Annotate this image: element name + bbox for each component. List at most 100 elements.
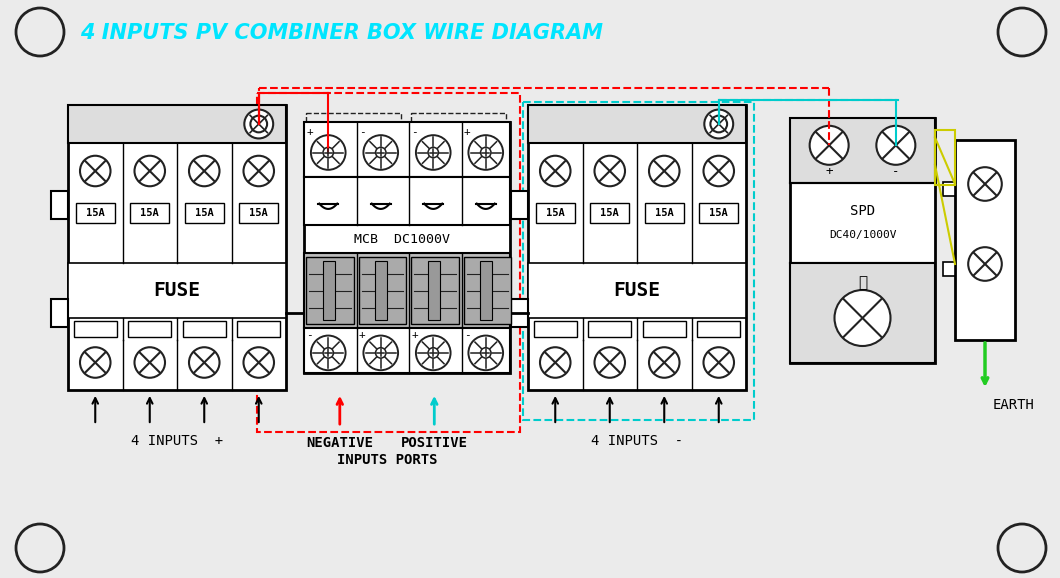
Circle shape (540, 347, 570, 378)
Circle shape (323, 348, 334, 358)
Bar (68, 263, 286, 318)
Text: DC40/1000V: DC40/1000V (829, 230, 897, 240)
Text: +: + (464, 127, 471, 137)
Circle shape (189, 155, 219, 186)
Bar (935, 130, 955, 185)
Circle shape (311, 135, 346, 170)
Text: 15A: 15A (655, 208, 673, 218)
Bar (130, 203, 170, 223)
Bar (375, 261, 387, 320)
Circle shape (968, 167, 1002, 201)
Text: 15A: 15A (195, 208, 214, 218)
Bar (51, 299, 68, 327)
Bar (75, 203, 114, 223)
Bar (511, 299, 528, 327)
Text: -: - (464, 330, 471, 340)
Circle shape (649, 155, 679, 186)
Bar (700, 203, 739, 223)
Bar (306, 113, 401, 198)
Bar (304, 328, 510, 373)
Circle shape (416, 135, 450, 170)
Circle shape (244, 155, 273, 186)
Text: -: - (893, 165, 900, 178)
Bar (463, 257, 511, 324)
Circle shape (480, 147, 491, 158)
Text: POSITIVE: POSITIVE (401, 436, 467, 450)
Bar (697, 321, 740, 337)
Bar (511, 191, 528, 218)
Text: 15A: 15A (709, 208, 728, 218)
Bar (74, 321, 117, 337)
Bar (528, 105, 746, 143)
Bar (588, 321, 631, 337)
Circle shape (595, 347, 625, 378)
Circle shape (244, 347, 273, 378)
Circle shape (480, 348, 491, 358)
Bar (943, 182, 955, 196)
Bar (183, 321, 226, 337)
Circle shape (810, 126, 849, 165)
Circle shape (323, 147, 334, 158)
Circle shape (469, 135, 503, 170)
Bar (427, 261, 440, 320)
Circle shape (704, 155, 734, 186)
Circle shape (469, 336, 503, 370)
Bar (237, 321, 280, 337)
Circle shape (80, 347, 110, 378)
Circle shape (704, 110, 734, 139)
Circle shape (375, 348, 386, 358)
Circle shape (311, 336, 346, 370)
Bar (790, 118, 935, 363)
Circle shape (595, 155, 625, 186)
Bar (304, 177, 510, 225)
Circle shape (649, 347, 679, 378)
Circle shape (135, 347, 165, 378)
Circle shape (189, 347, 219, 378)
Text: EARTH: EARTH (993, 398, 1035, 412)
Circle shape (540, 155, 570, 186)
Text: 4 INPUTS PV COMBINER BOX WIRE DIAGRAM: 4 INPUTS PV COMBINER BOX WIRE DIAGRAM (80, 23, 603, 43)
Circle shape (364, 135, 399, 170)
Text: 15A: 15A (546, 208, 565, 218)
Text: -: - (359, 127, 366, 137)
Bar (480, 261, 492, 320)
Circle shape (704, 347, 734, 378)
Bar (535, 203, 575, 223)
Circle shape (375, 147, 386, 158)
Text: 15A: 15A (249, 208, 268, 218)
Bar (306, 257, 353, 324)
Bar (943, 262, 955, 276)
Text: INPUTS PORTS: INPUTS PORTS (337, 453, 438, 467)
Bar (528, 105, 746, 390)
Bar (643, 321, 686, 337)
Bar (240, 203, 279, 223)
Circle shape (877, 126, 916, 165)
Bar (411, 113, 506, 198)
Circle shape (416, 336, 450, 370)
Bar (644, 203, 684, 223)
Bar (590, 203, 630, 223)
Circle shape (364, 336, 399, 370)
Bar (68, 105, 286, 143)
Text: FUSE: FUSE (614, 281, 660, 300)
Bar (51, 191, 68, 218)
Text: NEGATIVE: NEGATIVE (306, 436, 373, 450)
Text: 4 INPUTS  +: 4 INPUTS + (131, 434, 223, 448)
Circle shape (80, 155, 110, 186)
Bar (257, 93, 520, 432)
Bar (523, 102, 754, 420)
Bar (68, 105, 286, 390)
Text: 15A: 15A (86, 208, 105, 218)
Bar (790, 118, 935, 183)
Circle shape (428, 348, 439, 358)
Text: 15A: 15A (600, 208, 619, 218)
Text: -: - (411, 127, 419, 137)
Bar (790, 263, 935, 363)
Bar (955, 140, 1015, 340)
Circle shape (135, 155, 165, 186)
Circle shape (244, 110, 273, 139)
Bar (322, 261, 335, 320)
Circle shape (834, 290, 890, 346)
Text: ⏚: ⏚ (858, 276, 867, 291)
Bar (411, 257, 459, 324)
